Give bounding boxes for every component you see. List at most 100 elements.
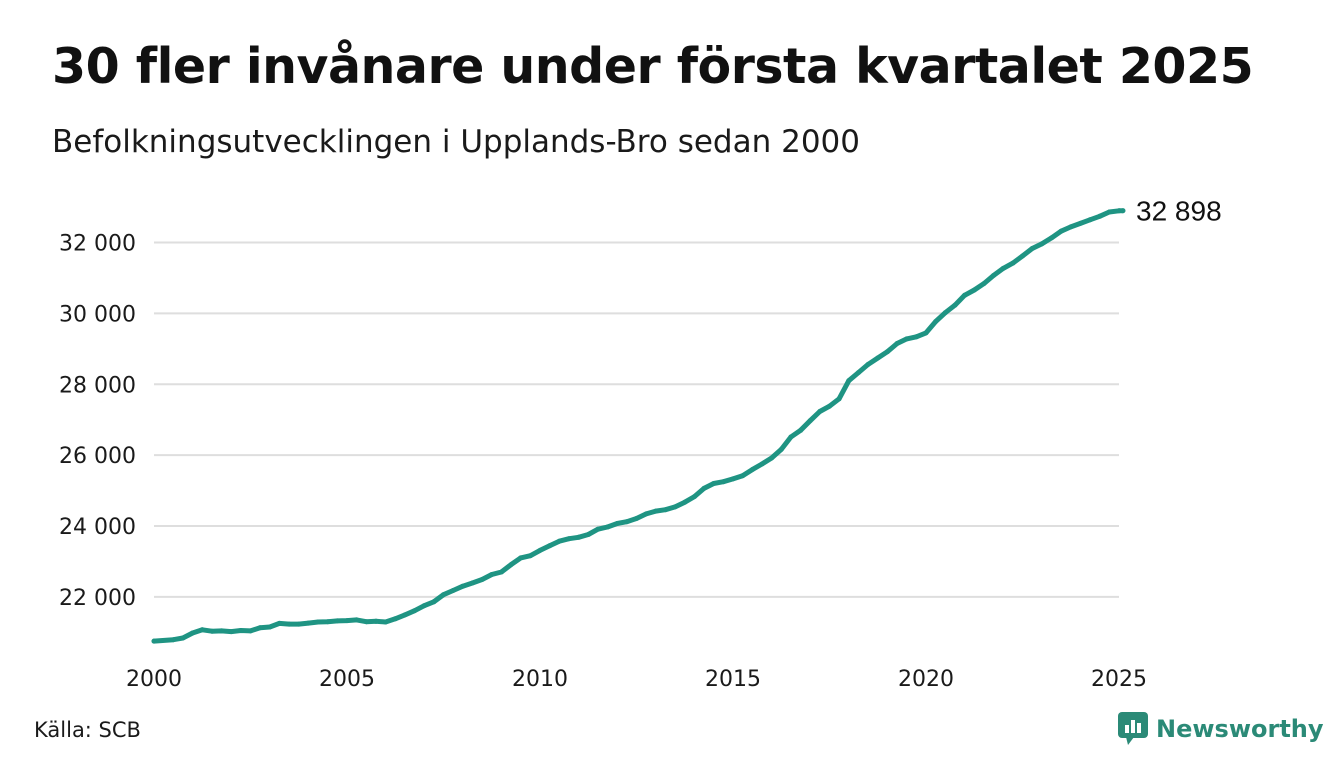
data-point	[460, 583, 466, 589]
data-point	[1097, 213, 1103, 219]
data-point	[865, 361, 871, 367]
data-point	[527, 553, 533, 559]
data-point	[363, 619, 369, 625]
data-point	[663, 507, 668, 513]
brand-logo[interactable]: Newsworthy	[1118, 712, 1324, 746]
y-tick-label: 28 000	[59, 373, 136, 398]
data-point	[257, 625, 263, 631]
brand-name: Newsworthy	[1156, 715, 1324, 743]
x-tick-label: 2015	[705, 667, 761, 692]
data-point	[1029, 246, 1035, 251]
data-point	[508, 562, 514, 568]
data-point	[373, 618, 379, 624]
data-point	[402, 612, 408, 618]
y-tick-label: 32 000	[59, 232, 136, 257]
data-point	[219, 628, 225, 634]
data-point	[1039, 241, 1045, 247]
data-point	[904, 336, 910, 342]
data-point	[1010, 260, 1016, 266]
y-tick-label: 26 000	[59, 444, 136, 469]
data-point	[469, 580, 475, 586]
data-point	[344, 618, 350, 624]
data-point	[614, 521, 620, 526]
line-chart: 22 000 24 000 26 000 28 000 30 000 32 000 200…	[59, 196, 1222, 692]
data-point	[624, 519, 630, 525]
data-point	[383, 619, 389, 625]
data-point	[392, 616, 398, 622]
data-point	[701, 485, 707, 491]
chart-title: 30 fler invånare under första kvartalet …	[52, 38, 1254, 95]
data-point	[1058, 228, 1064, 234]
data-point	[199, 627, 205, 633]
data-point	[730, 476, 736, 482]
data-point	[749, 467, 755, 473]
data-point	[634, 516, 639, 521]
chart-subtitle: Befolkningsutvecklingen i Upplands-Bro s…	[52, 124, 860, 160]
data-point	[605, 524, 610, 530]
data-point	[286, 621, 292, 627]
data-point	[942, 310, 948, 316]
data-point	[971, 287, 977, 293]
data-point	[537, 547, 543, 553]
data-point	[354, 617, 360, 623]
data-point	[518, 555, 524, 561]
data-point	[170, 637, 176, 643]
data-point	[1087, 217, 1093, 223]
data-point	[788, 434, 794, 440]
x-tick-label: 2000	[126, 667, 182, 692]
data-point	[769, 455, 775, 461]
data-point	[1116, 208, 1122, 214]
data-point	[894, 341, 900, 346]
data-point	[412, 608, 418, 614]
data-point	[855, 370, 861, 376]
end-value-label: 32 898	[1136, 196, 1222, 227]
data-point	[334, 618, 340, 624]
data-point	[827, 403, 832, 409]
x-tick-label: 2020	[898, 667, 954, 692]
data-point	[325, 619, 331, 625]
series-layer	[151, 208, 1126, 644]
x-axis-tick-labels: 2000 2005 2010 2015 2020 2025	[126, 667, 1147, 692]
newsworthy-logo-icon	[1118, 712, 1148, 745]
y-axis-tick-labels: 22 000 24 000 26 000 28 000 30 000 32 000	[59, 232, 136, 611]
data-point	[566, 536, 572, 542]
data-point	[913, 334, 919, 340]
data-point	[431, 599, 437, 605]
data-point	[672, 504, 678, 510]
data-point	[923, 330, 929, 336]
data-point	[643, 511, 649, 517]
data-point	[180, 635, 186, 641]
data-point	[952, 302, 958, 308]
data-point	[1049, 235, 1054, 241]
x-tick-label: 2010	[512, 667, 568, 692]
x-tick-label: 2005	[319, 667, 375, 692]
data-point	[1068, 224, 1074, 230]
data-point	[682, 499, 688, 505]
data-point	[585, 532, 591, 537]
y-tick-label: 30 000	[59, 302, 136, 327]
data-point	[296, 621, 302, 627]
data-point	[151, 638, 157, 644]
data-point	[798, 427, 804, 433]
data-point	[846, 378, 852, 384]
data-point	[547, 543, 553, 549]
data-point	[778, 446, 784, 452]
data-point	[807, 418, 813, 424]
data-point	[933, 319, 939, 324]
data-point	[991, 273, 996, 278]
data-point	[209, 628, 215, 634]
data-point	[759, 461, 765, 467]
data-point	[305, 620, 311, 626]
data-point	[267, 624, 273, 630]
data-point	[1020, 253, 1025, 259]
data-point	[1077, 220, 1083, 226]
gridlines	[154, 241, 1119, 598]
series-line	[151, 208, 1126, 644]
data-point	[450, 588, 456, 593]
data-point	[691, 494, 697, 500]
data-point	[276, 620, 282, 626]
data-point	[817, 409, 823, 414]
data-point	[740, 473, 746, 479]
data-point	[489, 572, 495, 577]
data-point	[595, 526, 601, 532]
